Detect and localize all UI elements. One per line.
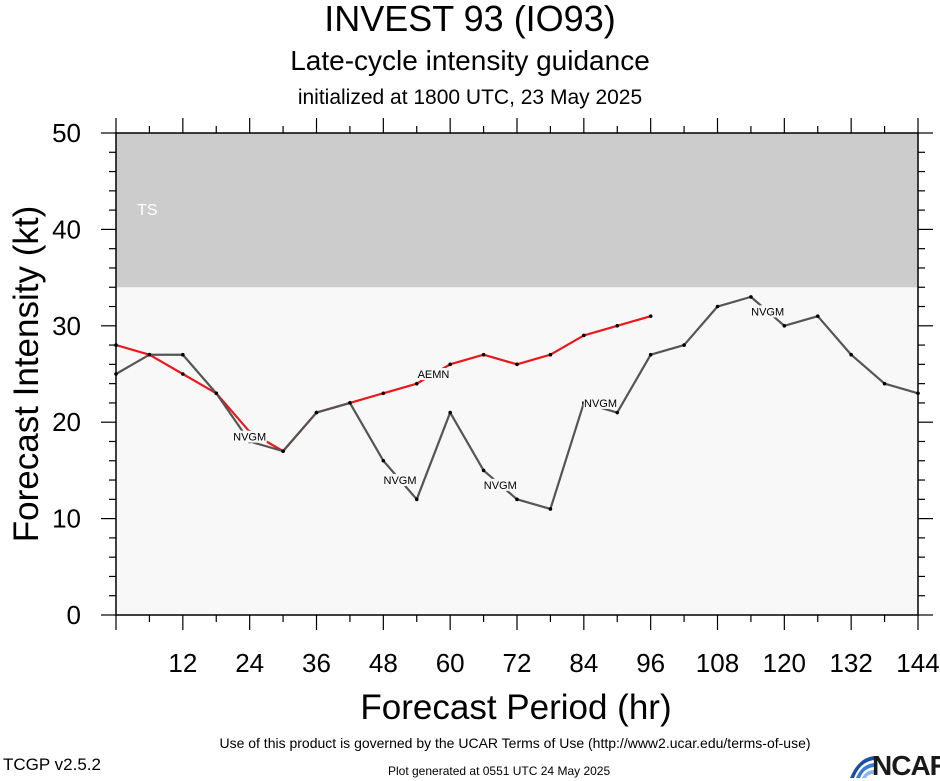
data-point-nvgm — [481, 468, 486, 473]
product-version: TCGP v2.5.2 — [3, 755, 101, 774]
data-point-nvgm — [615, 410, 620, 415]
chart-subtitle: Late-cycle intensity guidance — [290, 45, 650, 76]
ncar-wave-icon — [850, 756, 874, 778]
y-tick-label: 10 — [52, 504, 81, 534]
series-label-nvgm: NVGM — [232, 430, 267, 444]
data-point-nvgm — [749, 295, 753, 299]
x-tick-label: 36 — [302, 648, 331, 678]
x-axis-label: Forecast Period (hr) — [360, 688, 671, 727]
data-point-nvgm — [849, 352, 853, 357]
terms-of-use-notice: Use of this product is governed by the U… — [219, 735, 811, 751]
data-point-nvgm — [548, 507, 553, 511]
data-point-aemn — [548, 352, 553, 357]
data-point-nvgm — [682, 343, 686, 347]
svg-text:NVGM: NVGM — [384, 475, 417, 487]
data-point-nvgm — [414, 497, 419, 502]
x-tick-label: 144 — [896, 648, 939, 678]
y-tick-label: 20 — [52, 407, 81, 437]
svg-text:NVGM: NVGM — [584, 398, 617, 410]
data-point-nvgm — [882, 381, 887, 386]
x-tick-label: 60 — [436, 648, 465, 678]
data-point-nvgm — [214, 391, 219, 396]
x-tick-label: 48 — [369, 648, 398, 678]
data-point-nvgm — [381, 458, 386, 463]
data-point-nvgm — [782, 324, 787, 328]
x-tick-label: 120 — [763, 648, 806, 678]
data-point-aemn — [414, 381, 419, 386]
data-point-aemn — [448, 362, 452, 367]
y-tick-label: 40 — [52, 214, 81, 244]
data-point-aemn — [615, 324, 620, 328]
series-label-nvgm: NVGM — [483, 478, 518, 492]
data-point-nvgm — [314, 410, 319, 415]
data-point-nvgm — [281, 449, 285, 453]
data-point-nvgm — [181, 352, 185, 357]
data-point-nvgm — [715, 304, 720, 309]
data-point-aemn — [481, 352, 486, 357]
data-point-nvgm — [515, 497, 519, 502]
x-tick-label: 96 — [636, 648, 665, 678]
ncar-logo: NCAR — [848, 752, 940, 780]
data-point-aemn — [181, 372, 185, 376]
svg-text:AEMN: AEMN — [418, 369, 450, 381]
x-tick-label: 24 — [235, 648, 264, 678]
data-point-nvgm — [147, 352, 152, 357]
x-tick-label: 132 — [829, 648, 872, 678]
svg-text:NVGM: NVGM — [484, 480, 517, 492]
data-point-aemn — [648, 314, 653, 318]
svg-text:NVGM: NVGM — [751, 306, 784, 318]
series-label-nvgm: NVGM — [383, 474, 418, 487]
chart-title: INVEST 93 (IO93) — [324, 0, 616, 39]
y-tick-label: 30 — [52, 311, 81, 341]
data-point-aemn — [515, 362, 519, 367]
data-point-aemn — [582, 333, 586, 338]
x-tick-label: 108 — [696, 648, 739, 678]
initialization-time: initialized at 1800 UTC, 23 May 2025 — [297, 86, 643, 109]
intensity-band-ts — [116, 133, 918, 288]
y-tick-label: 50 — [52, 118, 81, 148]
x-tick-label: 72 — [503, 648, 532, 678]
series-label-nvgm: NVGM — [750, 305, 785, 318]
svg-text:NVGM: NVGM — [233, 432, 266, 444]
data-point-aemn — [381, 391, 386, 396]
generation-time: Plot generated at 0551 UTC 24 May 2025 — [388, 764, 611, 778]
data-point-nvgm — [448, 410, 452, 415]
data-point-nvgm — [348, 401, 352, 405]
ncar-logo-text: NCAR — [872, 750, 940, 781]
y-axis-label: Forecast Intensity (kt) — [7, 206, 46, 542]
series-label-nvgm: NVGM — [583, 396, 618, 410]
data-point-nvgm — [648, 352, 653, 357]
intensity-band-label: TS — [137, 202, 157, 219]
y-tick-label: 0 — [67, 600, 81, 630]
data-point-nvgm — [815, 314, 820, 318]
x-tick-label: 12 — [168, 648, 197, 678]
x-tick-label: 84 — [569, 648, 598, 678]
series-label-aemn: AEMN — [416, 368, 451, 381]
